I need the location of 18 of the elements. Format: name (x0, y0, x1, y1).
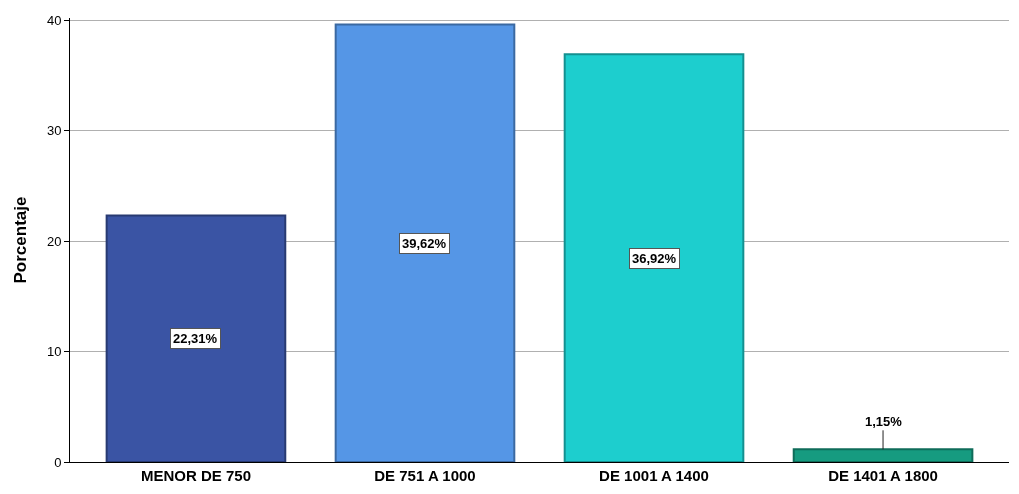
bar (563, 53, 745, 462)
x-tick-label: DE 1401 A 1800 (828, 467, 938, 484)
y-axis-title: Porcentaje (11, 196, 31, 284)
y-tick-label: 40 (46, 12, 62, 28)
y-tick-label: 0 (54, 454, 62, 470)
data-label: 39,62% (402, 236, 447, 251)
x-tick-label: MENOR DE 750 (140, 467, 251, 484)
y-tick-label: 10 (46, 344, 62, 360)
data-label: 1,15% (865, 414, 903, 429)
bar (792, 448, 974, 462)
data-label: 22,31% (173, 331, 218, 346)
y-tick-label: 30 (46, 123, 62, 139)
data-label: 36,92% (632, 251, 677, 266)
x-tick-label: DE 751 A 1000 (374, 467, 476, 484)
y-tick-label: 20 (46, 233, 62, 249)
bar (105, 214, 287, 462)
x-tick-label: DE 1001 A 1400 (599, 467, 709, 484)
bar (334, 23, 516, 462)
